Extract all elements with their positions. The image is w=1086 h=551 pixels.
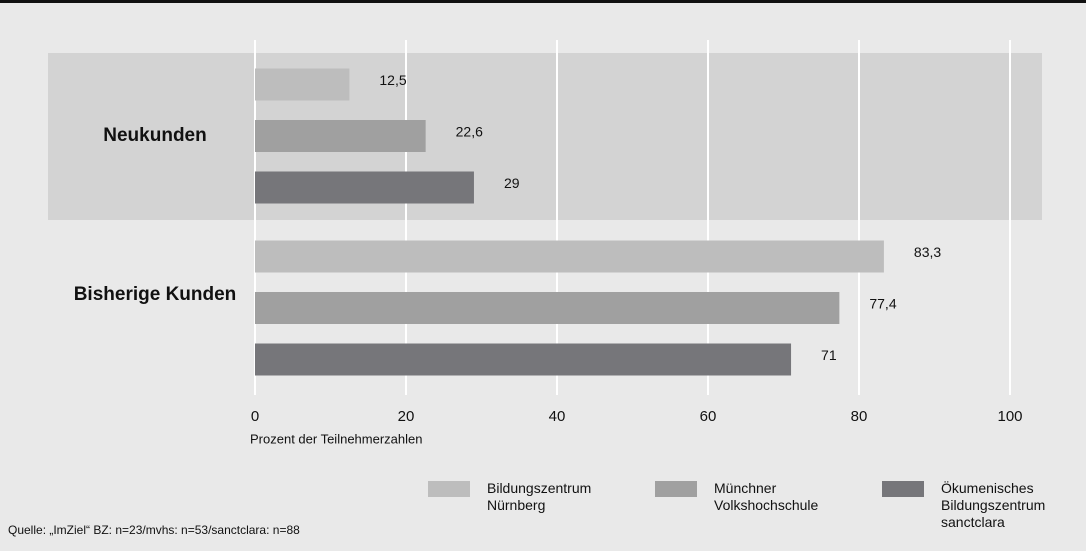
legend-label: Münchner Volkshochschule	[714, 480, 819, 513]
value-label: 29	[504, 175, 520, 191]
legend-swatch	[882, 481, 924, 497]
x-tick-label: 80	[851, 408, 868, 425]
category-label: Bisherige Kunden	[73, 284, 237, 305]
x-tick-label: 100	[997, 408, 1022, 425]
legend-swatch	[428, 481, 470, 497]
bar	[255, 120, 426, 152]
x-tick-label: 40	[549, 408, 566, 425]
x-tick-label: 0	[251, 408, 259, 425]
highlight-band	[48, 53, 1042, 220]
category-label: Neukunden	[103, 125, 207, 146]
value-label: 12,5	[379, 72, 406, 88]
x-axis-label: Prozent der Teilnehmerzahlen	[250, 431, 422, 446]
x-tick-label: 20	[398, 408, 415, 425]
value-label: 83,3	[914, 244, 941, 260]
legend-label: Ökumenisches Bildungszentrum sanctclara	[941, 480, 1046, 530]
bar	[255, 343, 792, 376]
value-label: 71	[821, 347, 837, 363]
bar	[255, 68, 350, 101]
value-label: 22,6	[456, 124, 483, 140]
top-rule	[0, 0, 1086, 3]
value-label: 77,4	[869, 296, 896, 312]
x-tick-label: 60	[700, 408, 717, 425]
source: Quelle: „ImZiel“ BZ: n=23/mvhs: n=53/san…	[8, 523, 300, 537]
legend-label: Bildungszentrum Nürnberg	[487, 480, 592, 513]
bar	[255, 240, 884, 273]
bar	[255, 292, 840, 324]
legend-swatch	[655, 481, 697, 497]
bar	[255, 171, 474, 204]
